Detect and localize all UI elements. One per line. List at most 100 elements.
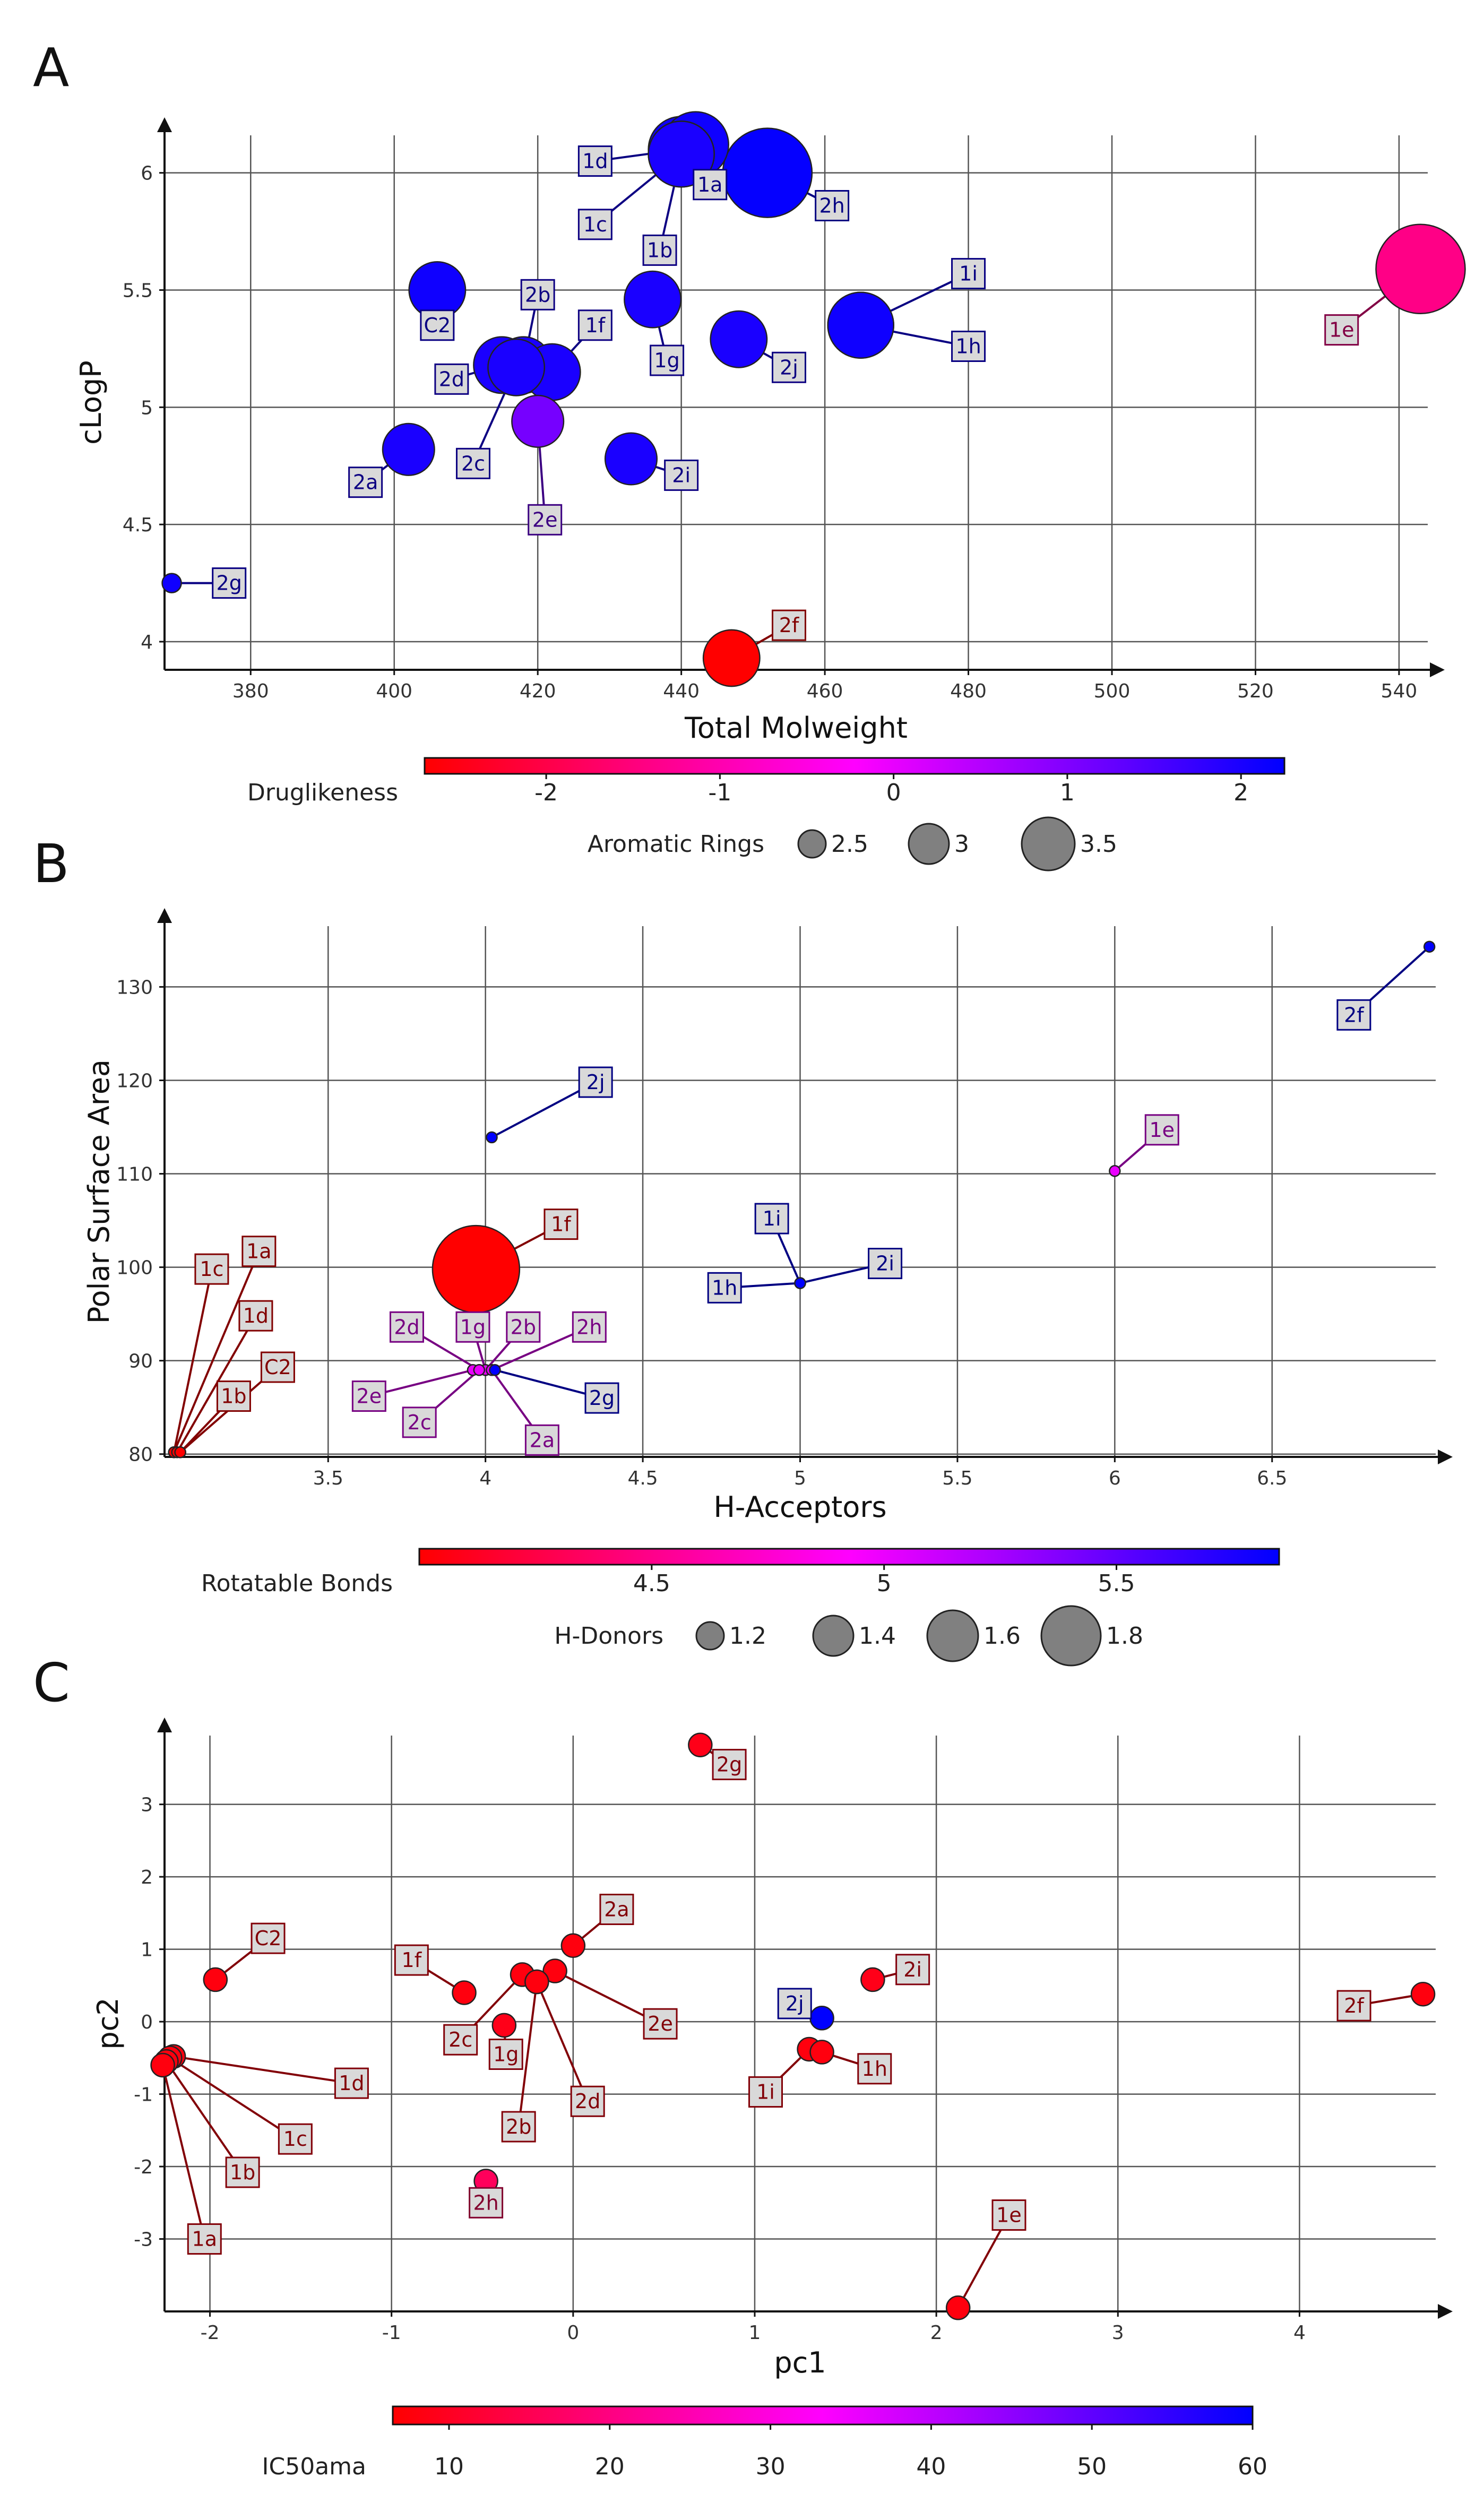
leader-line (161, 2065, 206, 2239)
color-tick-label: 2 (1233, 779, 1248, 806)
data-label: 1i (754, 1203, 789, 1235)
data-label-text: 1g (654, 349, 679, 372)
data-label: 1a (241, 1236, 277, 1267)
data-point[interactable] (1423, 940, 1436, 953)
data-point[interactable] (809, 2006, 834, 2031)
color-tick-label: 60 (1238, 2453, 1267, 2480)
data-label-text: 1g (493, 2043, 519, 2066)
color-tick-label: 10 (434, 2453, 464, 2480)
data-point[interactable] (702, 629, 761, 687)
data-label: 2h (469, 2187, 504, 2219)
data-label-text: 2i (672, 463, 691, 487)
data-label-box (572, 1311, 607, 1343)
data-label-text: 2a (604, 1898, 629, 1921)
data-label: 2d (389, 1311, 424, 1343)
y-tick-label: 80 (128, 1444, 153, 1466)
data-label: 2g (584, 1382, 619, 1414)
data-label-box (857, 2053, 892, 2085)
data-label: 1g (455, 1311, 490, 1343)
data-point[interactable] (722, 127, 813, 218)
y-tick-label: 2 (141, 1867, 153, 1888)
size-legend-marker (812, 1615, 855, 1657)
data-label-box (212, 567, 247, 599)
data-point[interactable] (511, 394, 565, 448)
data-label: 1a (693, 169, 728, 201)
data-point[interactable] (1375, 223, 1466, 314)
leader-line (517, 1981, 538, 2127)
data-point[interactable] (174, 1446, 186, 1459)
data-label: 2i (895, 1954, 930, 1986)
data-label-text: 1c (200, 1257, 223, 1281)
data-label-box (991, 2199, 1026, 2231)
size-legend-title: H-Donors (554, 1623, 663, 1650)
data-label-box (278, 2123, 313, 2155)
data-point[interactable] (604, 432, 658, 486)
data-label-box (664, 459, 699, 491)
data-label-box (584, 1382, 619, 1414)
x-tick-label: 500 (1094, 680, 1131, 702)
data-labels-b: 2f 2j 1e 1f 1i 2i 1h 1a 1c 1d C2 1b 2d 1g 2b 2h 2e 2c 2a 2g (194, 999, 1371, 1456)
data-point[interactable] (203, 1967, 228, 1992)
data-label-box (599, 1894, 634, 1926)
data-points-c (150, 1732, 1436, 2320)
data-label-text: 2b (511, 1315, 536, 1339)
data-label: 1i (951, 258, 986, 290)
data-point[interactable] (473, 1364, 486, 1376)
data-label: 2h (572, 1311, 607, 1343)
color-bar (418, 1548, 1280, 1566)
data-point[interactable] (560, 1933, 586, 1958)
data-point[interactable] (1410, 1981, 1436, 2007)
data-point[interactable] (524, 1969, 549, 1995)
data-point[interactable] (487, 338, 546, 396)
data-point[interactable] (688, 1732, 713, 1757)
data-point[interactable] (542, 1958, 567, 1983)
y-tick-label: 5 (141, 397, 153, 419)
data-label-text: 2e (357, 1385, 382, 1408)
data-point[interactable] (1109, 1165, 1121, 1177)
data-point[interactable] (794, 1277, 806, 1289)
data-point[interactable] (860, 1967, 885, 1992)
data-label-box (225, 2156, 260, 2188)
color-legend-b: Rotatable Bonds 4.5 5 5.5 (201, 1548, 1280, 1597)
data-point[interactable] (161, 573, 182, 593)
data-point[interactable] (710, 310, 768, 368)
x-tick-label: 2 (930, 2322, 943, 2344)
data-point[interactable] (827, 291, 894, 359)
data-point[interactable] (945, 2295, 971, 2320)
data-point[interactable] (491, 2013, 517, 2038)
data-label-text: 1e (1329, 318, 1354, 342)
data-label: 1f (394, 1944, 429, 1976)
data-label-box (642, 234, 677, 266)
data-label: 2f (771, 609, 806, 641)
data-label: 2g (212, 567, 247, 599)
data-label-box (334, 2067, 369, 2099)
y-axis-title-b: Polar Surface Area (82, 1059, 116, 1324)
data-label-box (712, 1749, 747, 1781)
data-point[interactable] (432, 1224, 521, 1314)
data-point[interactable] (452, 1980, 477, 2005)
data-label-box (251, 1922, 286, 1954)
leader-lines-c (161, 1744, 1423, 2309)
y-tick-label: -1 (134, 2084, 153, 2106)
size-legend-marker (797, 829, 827, 859)
data-label: 1e (1324, 314, 1359, 346)
data-label: 2c (402, 1406, 437, 1438)
data-point[interactable] (489, 1364, 501, 1376)
data-point[interactable] (624, 270, 681, 329)
size-legend-label: 1.2 (729, 1623, 766, 1650)
data-label-box (577, 209, 612, 240)
y-tick-label: 4.5 (123, 514, 153, 536)
data-point[interactable] (486, 1131, 498, 1144)
x-tick-label: 380 (232, 680, 269, 702)
data-label-text: 2g (717, 1753, 742, 1776)
data-label: 2h (815, 190, 850, 221)
x-tick-label: 3 (1112, 2322, 1124, 2344)
data-label-box (501, 2111, 536, 2143)
data-label-box (951, 258, 986, 290)
size-legend-marker (926, 1609, 979, 1662)
size-legend-label: 1.8 (1106, 1623, 1143, 1650)
data-label-text: 1a (246, 1240, 271, 1263)
data-point[interactable] (809, 2040, 834, 2065)
data-point[interactable] (150, 2052, 175, 2078)
data-point[interactable] (382, 422, 435, 476)
